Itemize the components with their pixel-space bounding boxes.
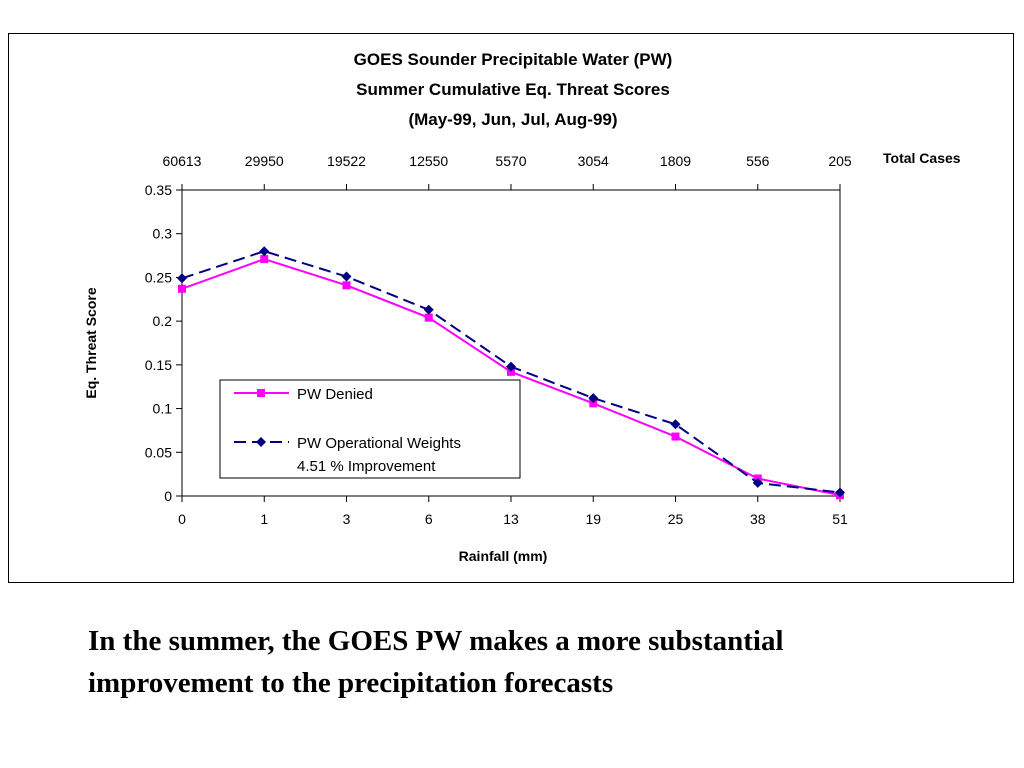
data-point-pw-operational-weights: [423, 304, 434, 315]
y-tick-label: 0.3: [153, 226, 173, 242]
top-tick-label: 12550: [409, 153, 448, 169]
x-tick-label: 0: [178, 511, 186, 527]
legend-swatch-marker: [256, 437, 266, 447]
chart-title-line-3: (May-99, Jun, Jul, Aug-99): [408, 110, 617, 129]
caption-line-2: improvement to the precipitation forecas…: [88, 667, 614, 699]
legend-swatch-marker: [257, 389, 265, 397]
top-tick-label: 556: [746, 153, 770, 169]
x-tick-label: 25: [668, 511, 684, 527]
top-tick-label: 205: [828, 153, 852, 169]
y-tick-label: 0.2: [153, 313, 173, 329]
y-axis-title: Eq. Threat Score: [83, 287, 99, 398]
caption-line-1: In the summer, the GOES PW makes a more …: [88, 625, 784, 657]
chart: GOES Sounder Precipitable Water (PW) Sum…: [83, 50, 961, 564]
y-tick-label: 0: [164, 488, 172, 504]
y-tick-label: 0.15: [145, 357, 172, 373]
legend-box: [219, 379, 521, 479]
legend-note-improvement: 4.51 % Improvement: [297, 458, 436, 475]
top-tick-label: 5570: [495, 153, 526, 169]
data-point-pw-operational-weights: [177, 273, 187, 284]
x-tick-label: 6: [425, 511, 433, 527]
data-point-pw-operational-weights: [506, 361, 516, 372]
chart-title: GOES Sounder Precipitable Water (PW) Sum…: [354, 50, 673, 129]
data-point-pw-denied: [342, 281, 351, 290]
legend: PW Denied PW Operational Weights 4.51 % …: [219, 379, 521, 479]
x-tick-label: 19: [585, 511, 601, 527]
y-axis: 0 0.05 0.1 0.15 0.2 0.25 0.3 0.35: [145, 182, 182, 504]
top-axis-title: Total Cases: [883, 150, 961, 166]
x-tick-label: 13: [503, 511, 519, 527]
y-tick-label: 0.35: [145, 182, 172, 198]
data-point-pw-denied: [178, 284, 186, 293]
data-point-pw-operational-weights: [835, 487, 845, 498]
data-point-pw-denied: [671, 432, 680, 441]
slide-caption: In the summer, the GOES PW makes a more …: [88, 620, 988, 704]
top-axis: 60613 29950 19522 12550 5570 3054 1809 556 205: [163, 153, 852, 190]
legend-swatch-pw-operational-weights: [234, 437, 289, 447]
top-tick-label: 60613: [163, 153, 202, 169]
data-point-pw-operational-weights: [752, 477, 763, 488]
y-tick-label: 0.05: [145, 444, 172, 460]
top-tick-label: 1809: [660, 153, 691, 169]
y-tick-label: 0.1: [153, 401, 173, 417]
top-tick-label: 19522: [327, 153, 366, 169]
data-point-pw-operational-weights: [670, 419, 681, 430]
y-tick-label: 0.25: [145, 269, 172, 285]
data-point-pw-operational-weights: [259, 246, 270, 257]
series-layer: [177, 246, 845, 500]
top-tick-label: 29950: [245, 153, 284, 169]
legend-label-pw-denied: PW Denied: [297, 386, 373, 403]
data-point-pw-operational-weights: [588, 393, 599, 404]
x-tick-label: 3: [343, 511, 351, 527]
x-tick-label: 38: [750, 511, 766, 527]
x-tick-label: 1: [260, 511, 268, 527]
legend-label-pw-operational-weights: PW Operational Weights: [297, 435, 461, 452]
data-point-pw-denied: [260, 255, 269, 264]
data-point-pw-denied: [424, 313, 433, 322]
data-point-pw-denied: [507, 367, 515, 376]
x-axis: 0 1 3 6 13 19 25 38 51: [178, 496, 848, 527]
data-point-pw-denied: [589, 399, 598, 408]
series-pw-operational-weights: [177, 246, 845, 498]
chart-frame: GOES Sounder Precipitable Water (PW) Sum…: [8, 33, 1014, 583]
x-axis-title: Rainfall (mm): [459, 548, 548, 564]
x-tick-label: 51: [832, 511, 848, 527]
chart-title-line-1: GOES Sounder Precipitable Water (PW): [354, 50, 673, 69]
data-point-pw-operational-weights: [341, 271, 352, 282]
top-tick-label: 3054: [578, 153, 609, 169]
chart-title-line-2: Summer Cumulative Eq. Threat Scores: [356, 80, 670, 99]
legend-swatch-pw-denied: [234, 389, 289, 397]
